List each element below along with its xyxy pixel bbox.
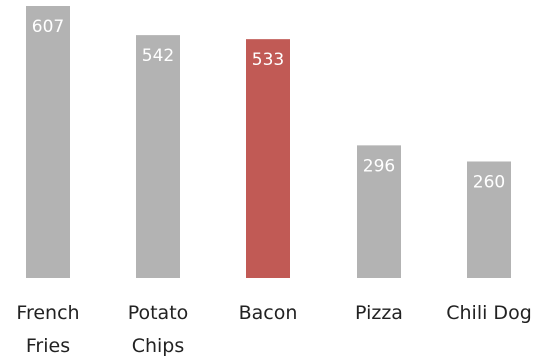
value-labels-group: 607 542 533 296 260 <box>32 17 505 192</box>
bar-chili-dog <box>467 161 511 278</box>
value-label-chili-dog: 260 <box>473 172 505 192</box>
category-label-chili-dog: Chili Dog <box>446 302 532 324</box>
bar-pizza <box>357 145 401 278</box>
category-label-line: Chili Dog <box>446 302 532 324</box>
category-label-line: Potato <box>128 302 189 324</box>
category-label-french-fries: French Fries <box>16 302 79 357</box>
value-label-bacon: 533 <box>252 50 284 70</box>
category-label-line: Pizza <box>355 302 403 324</box>
category-label-line: Bacon <box>239 302 298 324</box>
bar-french-fries <box>26 6 70 278</box>
value-label-pizza: 296 <box>363 156 395 176</box>
bar-bacon <box>246 39 290 278</box>
category-label-bacon: Bacon <box>239 302 298 324</box>
bars-group <box>26 6 511 278</box>
category-label-pizza: Pizza <box>355 302 403 324</box>
value-label-french-fries: 607 <box>32 17 64 37</box>
category-label-potato-chips: Potato Chips <box>128 302 189 357</box>
value-label-potato-chips: 542 <box>142 46 174 66</box>
category-label-line: Fries <box>26 335 70 357</box>
category-labels-group: French Fries Potato Chips Bacon Pizza Chili Do… <box>16 302 531 357</box>
bar-potato-chips <box>136 35 180 278</box>
category-label-line: Chips <box>132 335 185 357</box>
category-label-line: French <box>16 302 79 324</box>
